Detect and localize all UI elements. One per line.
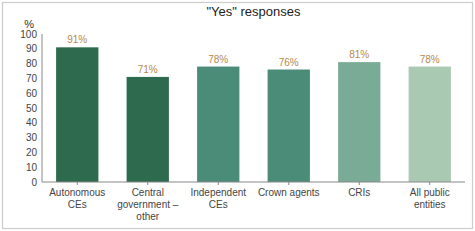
y-tick-label: 30 [26,132,38,143]
bar [409,67,451,182]
figure-border [3,3,473,229]
y-tick-label: 70 [26,73,38,84]
chart: "Yes" responses%010203040506070809010091… [0,0,475,231]
y-tick-label: 80 [26,58,38,69]
x-tick [359,182,360,185]
x-tick [147,182,148,185]
bars [56,47,451,182]
y-tick-label: 60 [26,88,38,99]
x-tick [429,182,430,185]
title: "Yes" responses [206,4,301,19]
x-tick-label: IndependentCEs [190,187,246,210]
y-tick-label: 100 [20,29,37,40]
x-tick-label: All publicentities [410,187,450,210]
x-tick [77,182,78,185]
x-tick-label-line: CRIs [348,187,370,198]
x-tick-label-line: Independent [190,187,246,198]
bar [56,47,98,182]
data-label: 78% [208,54,228,65]
x-tick-label-line: All public [410,187,450,198]
x-tick-label: AutonomousCEs [49,187,105,210]
x-axis-line [42,182,465,183]
x-tick-label-line: CEs [209,199,228,210]
data-label: 76% [279,57,299,68]
bar [197,67,239,182]
x-tick-label-line: government – [117,199,179,210]
x-tick [218,182,219,185]
x-tick-label: Crown agents [258,187,320,198]
y-tick-label: 90 [26,43,38,54]
bar [268,70,310,182]
y-tick-label: 50 [26,103,38,114]
data-label: 81% [349,49,369,60]
y-tick-label: 0 [31,177,37,188]
y-axis-line [42,34,43,182]
x-tick-label: CRIs [348,187,370,198]
y-tick-label: 10 [26,162,38,173]
x-tick [288,182,289,185]
x-tick-label-line: Crown agents [258,187,320,198]
x-tick-label-line: CEs [68,199,87,210]
data-label: 78% [420,54,440,65]
bar [127,77,169,182]
x-tick-label: Centralgovernment –other [117,187,179,222]
x-tick-label-line: entities [414,199,446,210]
data-label: 71% [138,64,158,75]
y-tick-label: 20 [26,147,38,158]
bar [338,62,380,182]
y-tick-label: 40 [26,117,38,128]
x-tick-label-line: Autonomous [49,187,105,198]
data-label: 91% [67,34,87,45]
x-tick-label-line: other [136,211,159,222]
x-tick-label-line: Central [132,187,164,198]
